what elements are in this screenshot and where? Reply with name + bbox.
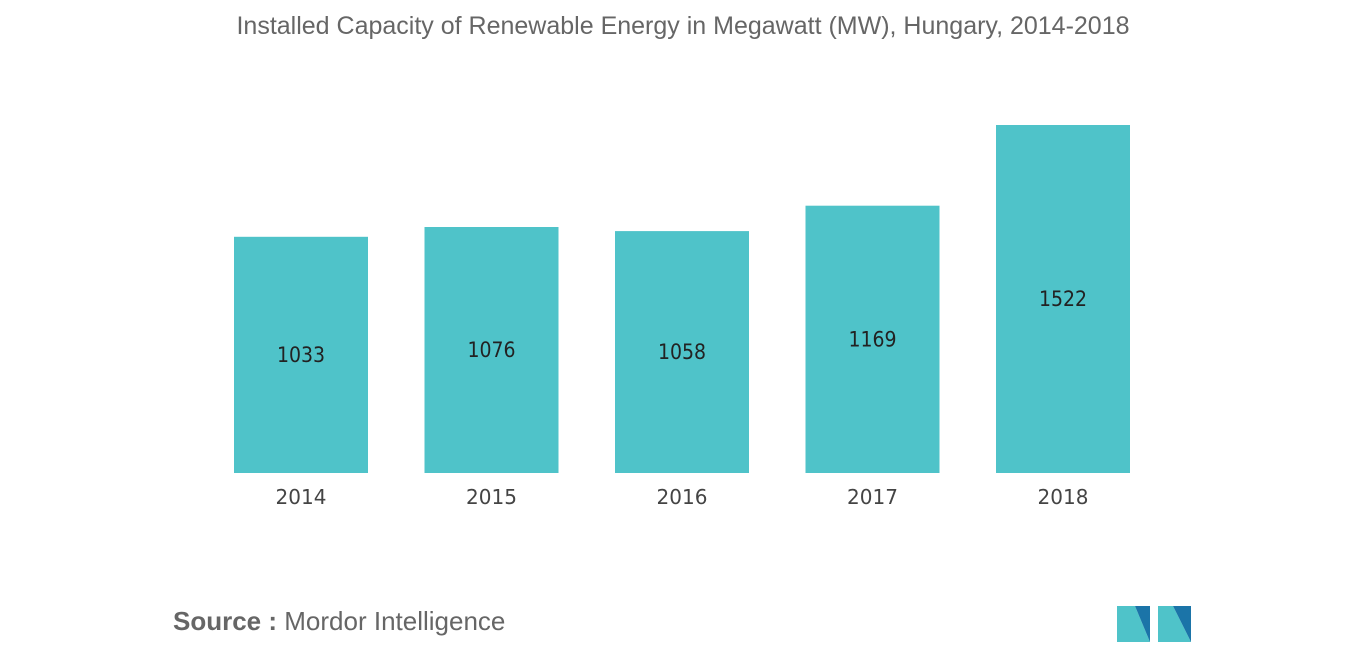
- bar-2017: [805, 205, 940, 473]
- x-tick-label-2015: 2015: [466, 485, 517, 509]
- x-tick-label-2016: 2016: [657, 485, 708, 509]
- bar-2018: [996, 125, 1130, 473]
- chart-title: Installed Capacity of Renewable Energy i…: [236, 12, 1130, 40]
- source-prefix: Source :: [173, 606, 278, 636]
- source-text: Mordor Intelligence: [284, 606, 506, 636]
- x-tick-label-2014: 2014: [276, 485, 327, 509]
- source-note: Source : Mordor Intelligence: [173, 606, 505, 637]
- x-tick-label-2018: 2018: [1038, 485, 1089, 509]
- bars-layer: [234, 125, 1130, 473]
- bar-2015: [424, 227, 559, 473]
- bar-2014: [234, 236, 368, 473]
- x-tick-label-2017: 2017: [847, 485, 898, 509]
- bar-2016: [615, 231, 749, 473]
- value-label-2015: 1076: [467, 338, 515, 362]
- x-axis-ticks: 2014 2015 2016 2017 2018: [276, 485, 1089, 509]
- value-label-2016: 1058: [658, 340, 706, 364]
- value-labels-layer: 1033 1076 1058 1169 1522: [277, 287, 1087, 367]
- mordor-intelligence-logo-icon: [1117, 606, 1191, 642]
- value-label-2014: 1033: [277, 343, 325, 367]
- value-label-2017: 1169: [848, 327, 896, 351]
- value-label-2018: 1522: [1039, 287, 1087, 311]
